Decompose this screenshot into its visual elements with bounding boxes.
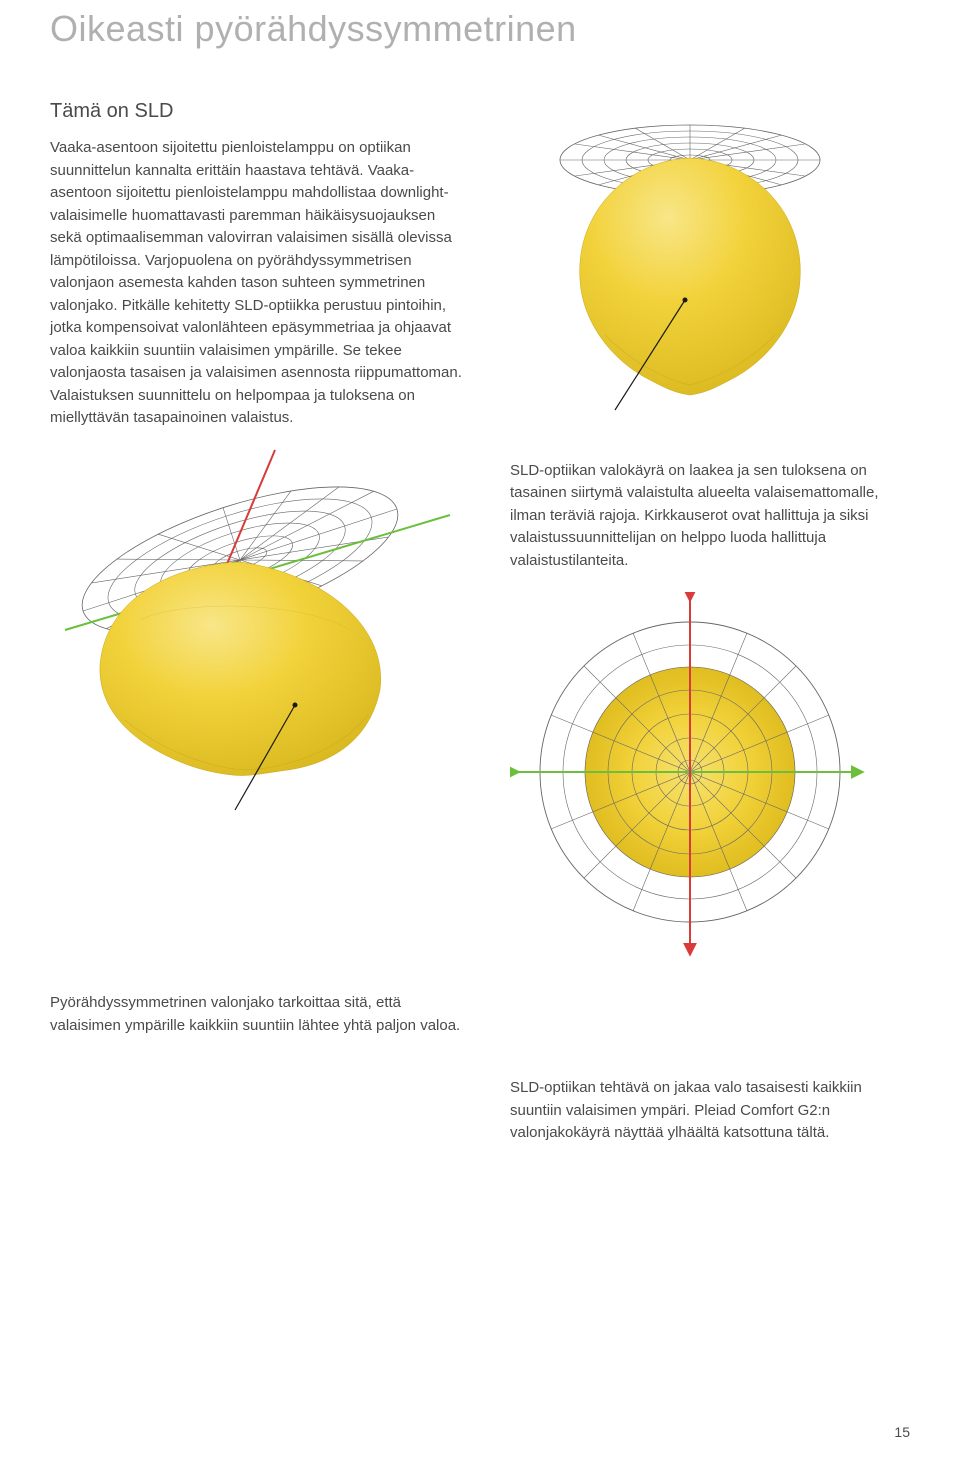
body-paragraph-2: SLD-optiikan valokäyrä on laakea ja sen …	[510, 460, 910, 573]
diagram-tilted-view	[50, 440, 470, 820]
body-paragraph-4: SLD-optiikan tehtävä on jakaa valo tasai…	[510, 1077, 910, 1145]
body-paragraph-1: Vaaka-asentoon sijoitettu pienloistelamp…	[50, 137, 470, 430]
subtitle: Tämä on SLD	[50, 100, 470, 123]
page-number: 15	[894, 1424, 910, 1440]
body-paragraph-3: Pyörähdyssymmetrinen valonjako tarkoitta…	[50, 992, 470, 1037]
page-title: Oikeasti pyörähdyssymmetrinen	[50, 0, 910, 100]
diagram-side-view	[510, 100, 870, 420]
diagram-top-polar	[510, 592, 870, 962]
